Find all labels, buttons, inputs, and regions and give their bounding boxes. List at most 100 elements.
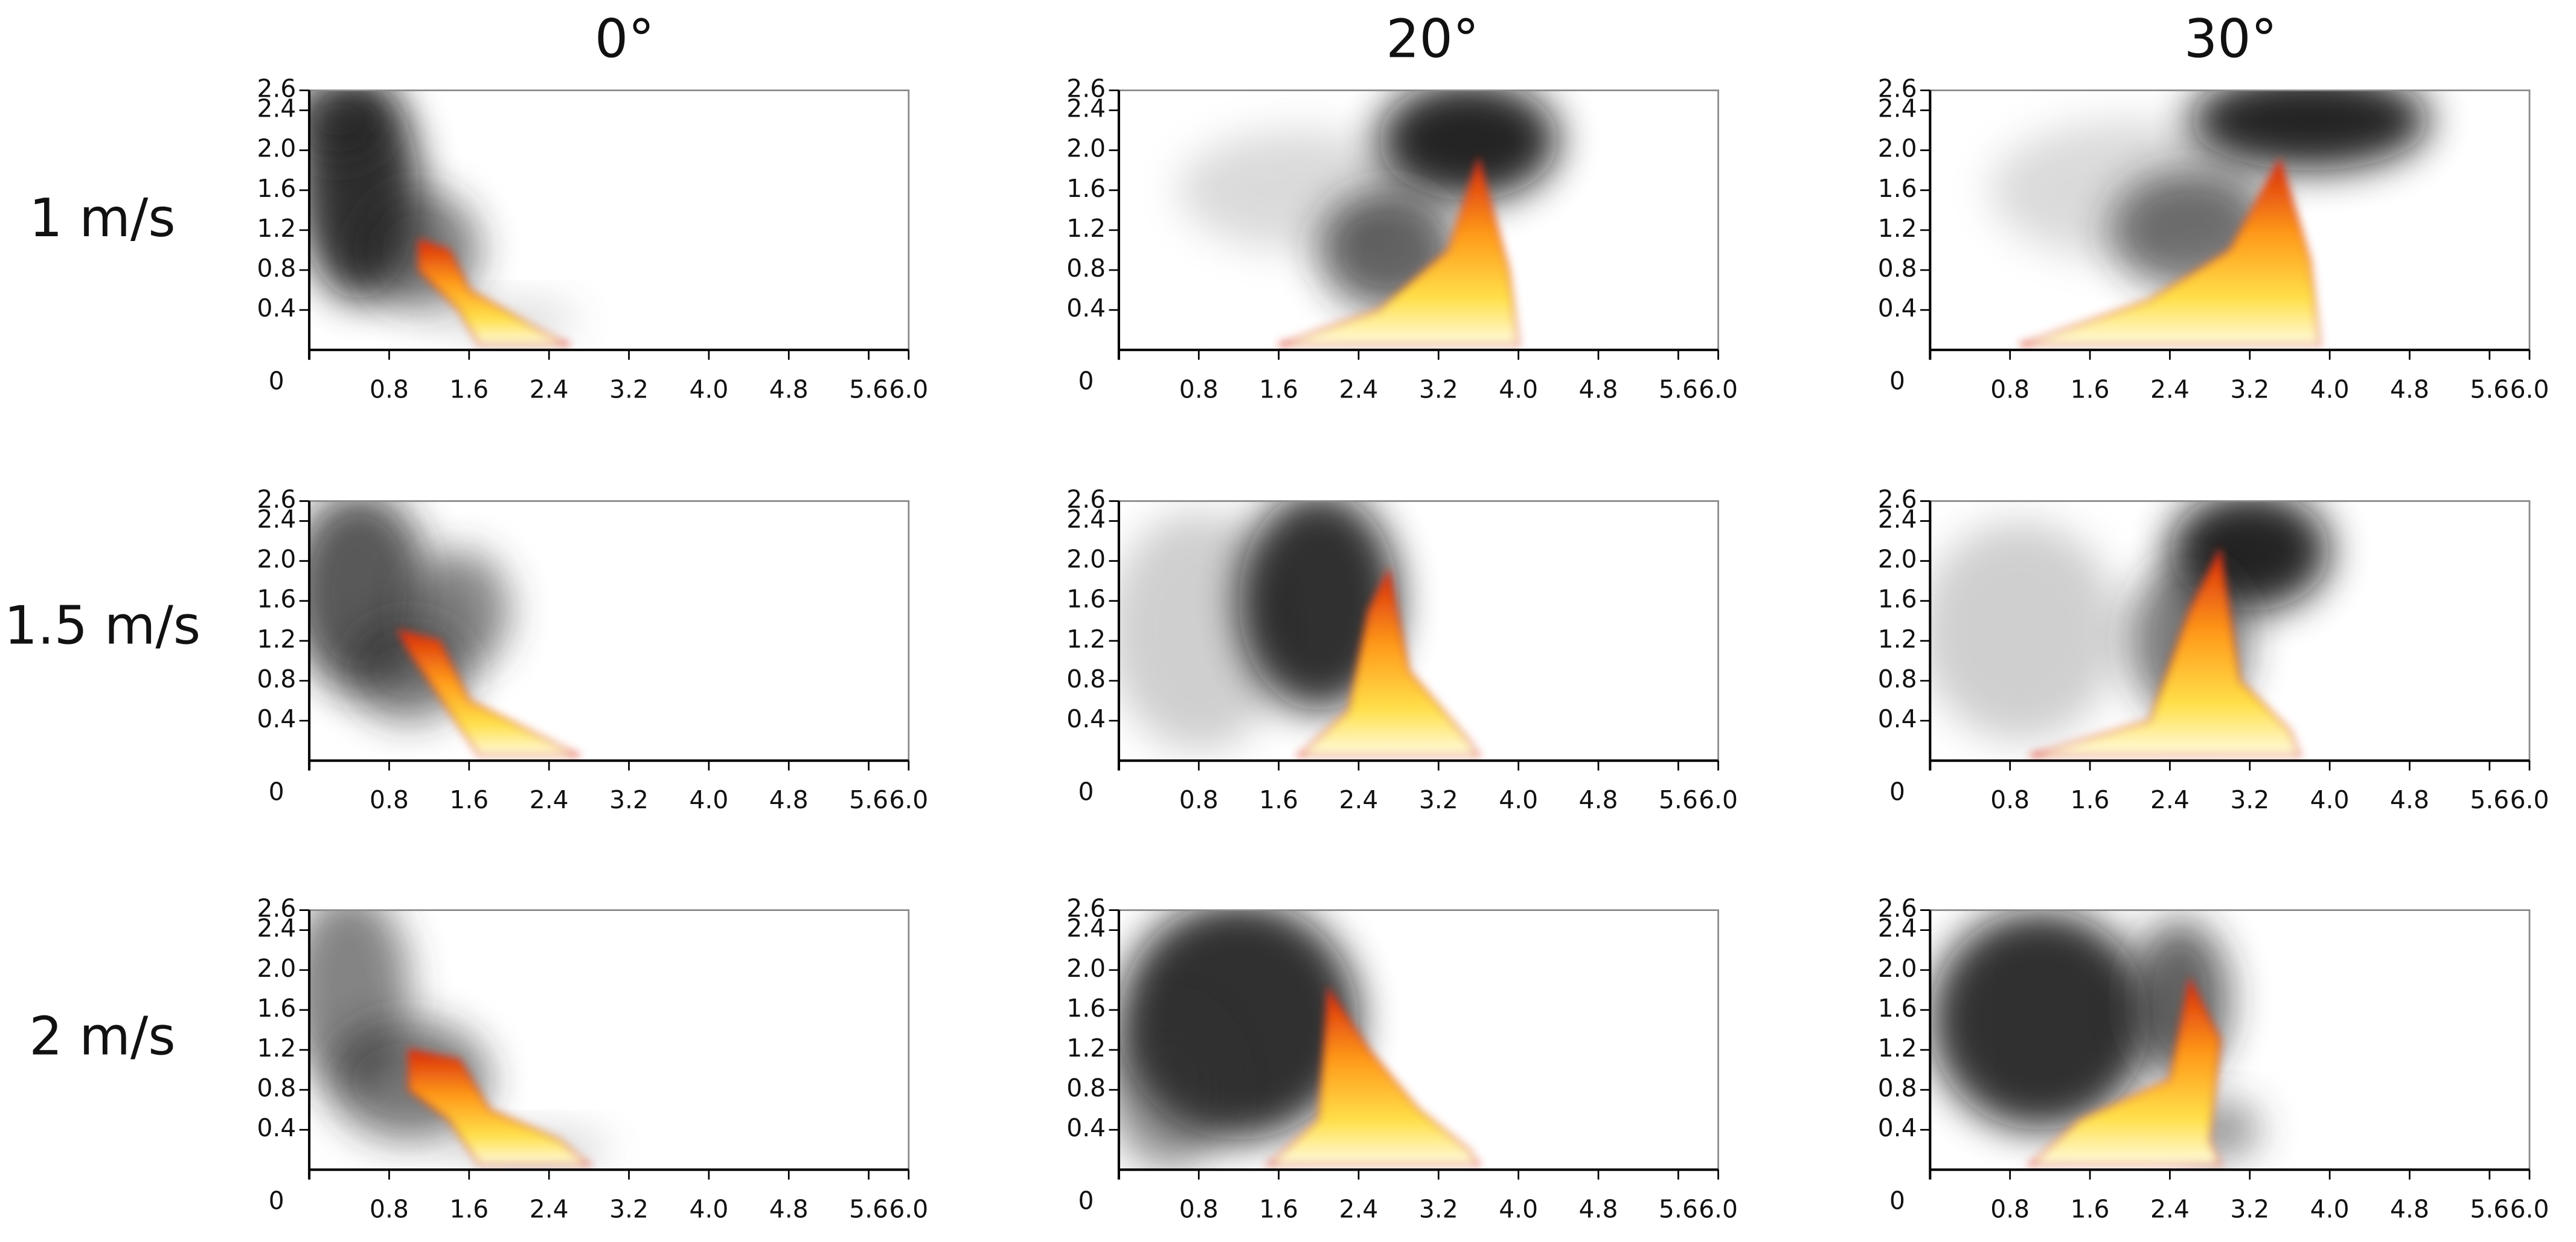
x-tick-label: 5.6 <box>2470 375 2509 404</box>
y-tick-label: 0.8 <box>257 664 296 693</box>
y-tick-label: 2.4 <box>1878 94 1917 123</box>
column-title: 20° <box>1386 8 1479 70</box>
panel: 0 0.8 1.6 2.4 3.2 4.0 4.8 5.6 6.0 0.4 0.8 1.2 1.6 2.0… <box>1878 484 2549 814</box>
y-tick-label: 1.2 <box>257 1034 296 1063</box>
simulation-image <box>1118 501 1481 757</box>
x-tick-label: 4.8 <box>769 1194 809 1223</box>
flame <box>2030 547 2302 757</box>
x-tick-label: 6.0 <box>2510 375 2549 404</box>
smoke <box>1379 90 1559 201</box>
panel: 0 0.8 1.6 2.4 3.2 4.0 4.8 5.6 6.0 0.4 0.8 1.2 1.6 2.0… <box>1066 894 1738 1224</box>
y-tick-label: 2.0 <box>1878 134 1917 163</box>
x-tick-label: 2.4 <box>1339 1194 1379 1223</box>
y-tick-label: 0.4 <box>257 1113 296 1142</box>
y-tick-label: 2.4 <box>1878 914 1917 943</box>
simulation-image <box>309 501 580 757</box>
x-tick-label: 4.0 <box>2310 375 2350 404</box>
y-tick-label: 2.0 <box>257 545 296 574</box>
flame <box>1265 986 1481 1166</box>
x-tick-label: 4.0 <box>1499 1194 1538 1223</box>
x-tick-label: 2.4 <box>2150 375 2190 404</box>
y-tick-label: 2.0 <box>1066 545 1106 574</box>
x-tick-label: 2.4 <box>2150 1194 2190 1223</box>
y-tick-label: 2.4 <box>1066 505 1106 534</box>
y-tick-label: 2.0 <box>257 134 296 163</box>
x-tick-label: 1.6 <box>1259 1194 1298 1223</box>
x-tick-label: 6.0 <box>1699 785 1738 814</box>
panel: 0 0.8 1.6 2.4 3.2 4.0 4.8 5.6 6.0 0.4 0.8 1.2 1.6 2.0… <box>257 74 929 404</box>
x-tick-label: 3.2 <box>609 375 649 404</box>
y-tick-label: 2.6 <box>1066 894 1106 923</box>
x-tick-label: 1.6 <box>2071 785 2110 814</box>
simulation-image <box>1930 501 2330 757</box>
smoke <box>1930 521 2120 741</box>
y-tick-label: 2.6 <box>257 74 296 103</box>
y-tick-label: 0.4 <box>257 294 296 323</box>
x-tick-label: 0.8 <box>1179 785 1219 814</box>
origin-label: 0 <box>269 367 284 396</box>
y-tick-label: 1.2 <box>257 625 296 654</box>
x-tick-label: 1.6 <box>2071 1194 2110 1223</box>
panel: 0 0.8 1.6 2.4 3.2 4.0 4.8 5.6 6.0 0.4 0.8 1.2 1.6 2.0… <box>257 894 929 1224</box>
y-tick-label: 1.2 <box>1066 1034 1106 1063</box>
y-tick-label: 0.4 <box>1066 704 1106 733</box>
x-tick-label: 4.0 <box>2310 1194 2350 1223</box>
x-tick-label: 0.8 <box>1990 375 2030 404</box>
x-tick-label: 6.0 <box>1699 375 1738 404</box>
y-tick-label: 0.4 <box>257 704 296 733</box>
x-tick-label: 3.2 <box>2230 375 2269 404</box>
x-tick-label: 0.8 <box>370 1194 409 1223</box>
y-tick-label: 2.0 <box>1066 134 1106 163</box>
simulation-image <box>1930 910 2260 1166</box>
x-tick-label: 3.2 <box>609 1194 649 1223</box>
x-tick-label: 1.6 <box>449 375 489 404</box>
x-tick-label: 4.0 <box>2310 785 2350 814</box>
y-tick-label: 1.2 <box>1878 214 1917 243</box>
y-tick-label: 2.6 <box>1878 484 1917 513</box>
x-tick-label: 4.0 <box>689 785 728 814</box>
x-tick-label: 0.8 <box>1990 1194 2030 1223</box>
y-tick-label: 0.8 <box>1878 254 1917 283</box>
origin-label: 0 <box>1889 1186 1905 1215</box>
y-tick-label: 2.6 <box>1066 484 1106 513</box>
flame <box>1295 567 1481 757</box>
origin-label: 0 <box>269 777 284 806</box>
x-tick-label: 6.0 <box>889 375 928 404</box>
flame <box>397 629 580 757</box>
column-title: 0° <box>595 8 655 70</box>
x-tick-label: 0.8 <box>370 375 409 404</box>
x-tick-label: 4.0 <box>689 375 728 404</box>
row-label: 1 m/s <box>29 187 175 249</box>
x-tick-label: 4.8 <box>1579 1194 1618 1223</box>
y-tick-label: 2.4 <box>257 94 296 123</box>
row-label: 2 m/s <box>29 1005 175 1067</box>
x-tick-label: 2.4 <box>530 375 569 404</box>
y-tick-label: 0.8 <box>1066 254 1106 283</box>
y-tick-label: 2.4 <box>257 505 296 534</box>
y-tick-label: 2.0 <box>1878 954 1917 983</box>
x-tick-label: 0.8 <box>370 785 409 814</box>
y-tick-label: 2.4 <box>1878 505 1917 534</box>
x-tick-label: 5.6 <box>1659 1194 1698 1223</box>
column-title: 30° <box>2184 8 2277 70</box>
smoke <box>309 90 389 161</box>
y-tick-label: 2.4 <box>1066 94 1106 123</box>
y-tick-label: 0.4 <box>1066 1113 1106 1142</box>
x-tick-label: 5.6 <box>849 375 888 404</box>
x-tick-label: 1.6 <box>1259 785 1298 814</box>
x-tick-label: 6.0 <box>889 1194 928 1223</box>
y-tick-label: 2.4 <box>257 914 296 943</box>
y-tick-label: 1.2 <box>1066 625 1106 654</box>
x-tick-label: 6.0 <box>1699 1194 1738 1223</box>
flame <box>2027 976 2222 1166</box>
panel: 0 0.8 1.6 2.4 3.2 4.0 4.8 5.6 6.0 0.4 0.8 1.2 1.6 2.0… <box>1066 484 1738 814</box>
x-tick-label: 0.8 <box>1990 785 2030 814</box>
x-tick-label: 3.2 <box>1419 375 1458 404</box>
x-tick-label: 1.6 <box>449 785 489 814</box>
x-tick-label: 0.8 <box>1179 1194 1219 1223</box>
flame <box>2019 157 2321 347</box>
x-tick-label: 3.2 <box>2230 785 2269 814</box>
y-tick-label: 0.8 <box>257 254 296 283</box>
y-tick-label: 1.6 <box>1066 994 1106 1023</box>
